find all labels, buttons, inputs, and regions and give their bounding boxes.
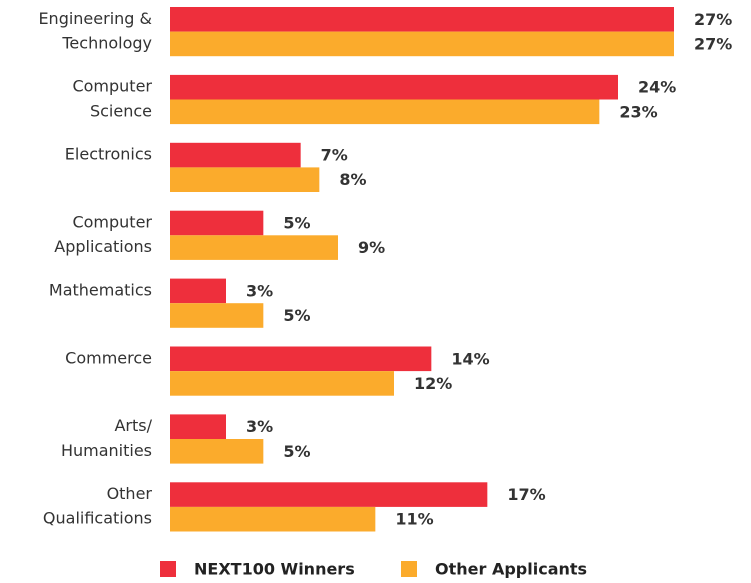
- bar: [170, 482, 488, 507]
- bar: [170, 235, 338, 260]
- value-label: 27%: [694, 10, 732, 29]
- value-label: 5%: [283, 306, 310, 325]
- legend-label: NEXT100 Winners: [194, 560, 355, 579]
- bar: [170, 31, 674, 57]
- category-label: Technology: [61, 33, 152, 52]
- value-label: 9%: [358, 238, 385, 257]
- category-label: Applications: [54, 237, 152, 256]
- value-label: 3%: [246, 281, 273, 300]
- category-label: Science: [90, 101, 152, 120]
- value-label: 12%: [414, 374, 452, 393]
- bar: [170, 439, 264, 464]
- bar: [170, 99, 600, 125]
- value-label: 24%: [638, 78, 676, 97]
- bar: [170, 210, 264, 236]
- category-label: Qualifications: [43, 509, 152, 528]
- value-label: 7%: [321, 146, 348, 165]
- value-label: 14%: [451, 349, 489, 368]
- value-label: 5%: [283, 442, 310, 461]
- value-label: 17%: [507, 485, 545, 504]
- bar: [170, 346, 432, 372]
- value-label: 5%: [283, 214, 310, 233]
- value-label: 8%: [339, 170, 366, 189]
- value-label: 27%: [694, 34, 732, 53]
- legend-swatch: [160, 561, 176, 577]
- category-label: Humanities: [61, 441, 152, 460]
- bar: [170, 142, 301, 168]
- category-label: Engineering &: [38, 9, 152, 28]
- value-label: 3%: [246, 417, 273, 436]
- category-label: Commerce: [65, 348, 152, 367]
- legend-swatch: [401, 561, 417, 577]
- bar: [170, 506, 376, 532]
- category-label: Computer: [72, 77, 152, 96]
- bar: [170, 7, 674, 32]
- bar: [170, 278, 226, 304]
- category-label: Mathematics: [49, 280, 152, 299]
- bar: [170, 303, 264, 328]
- category-label: Computer: [72, 213, 152, 232]
- category-label: Arts/: [114, 416, 152, 435]
- value-label: 11%: [395, 510, 433, 529]
- legend-label: Other Applicants: [435, 560, 587, 579]
- bar: [170, 74, 618, 100]
- bar: [170, 167, 320, 192]
- category-label: Electronics: [65, 145, 152, 164]
- category-label: Other: [107, 484, 153, 503]
- bar: [170, 414, 226, 439]
- bar: [170, 371, 394, 396]
- value-label: 23%: [619, 102, 657, 121]
